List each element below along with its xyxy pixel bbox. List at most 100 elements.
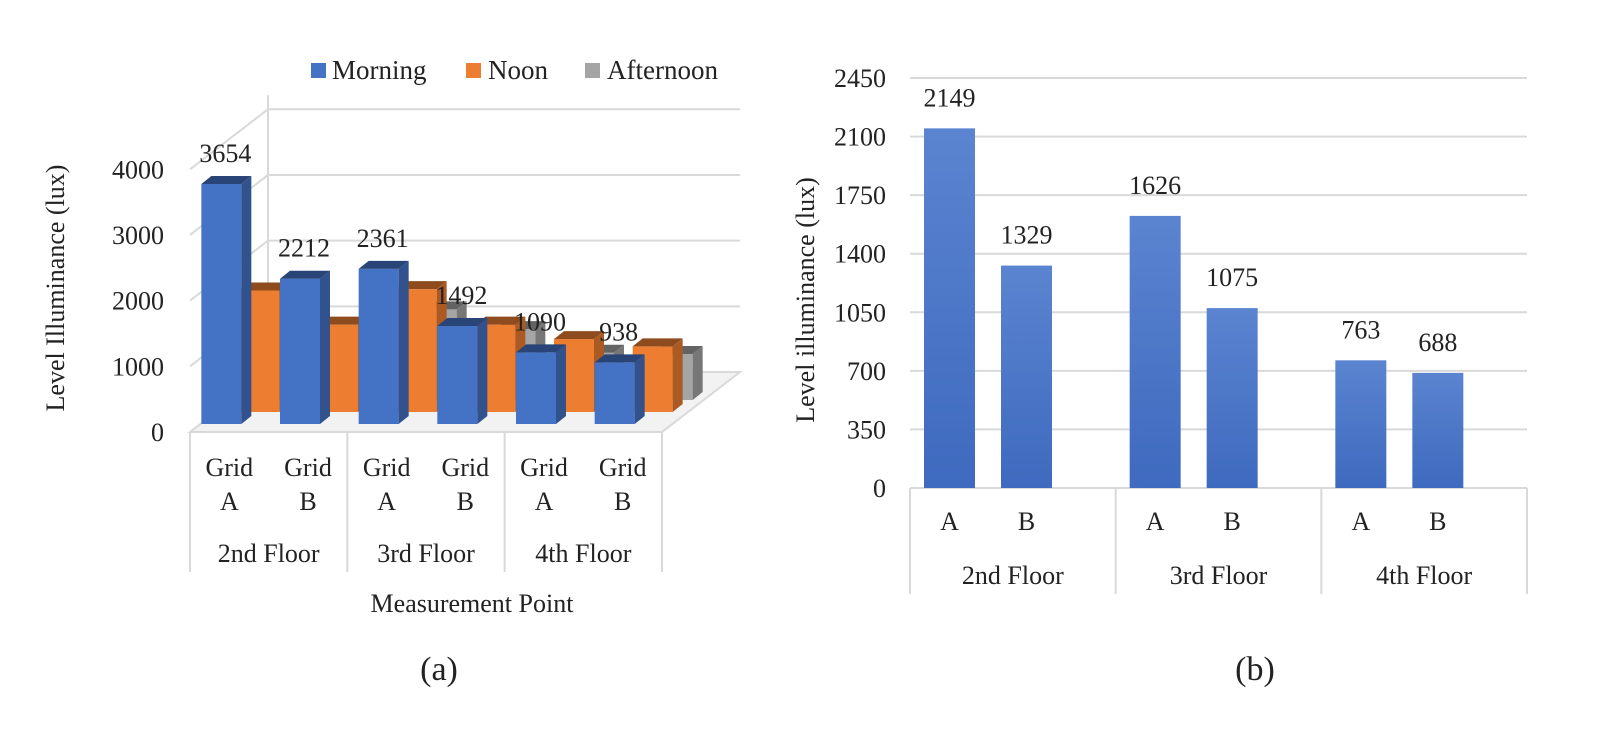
chart-b-y-ticks: 0 350 700 1050 1400 1750 2100 2450 <box>834 64 886 503</box>
y-tick-label: 4000 <box>112 155 164 184</box>
data-label: 3654 <box>199 139 251 168</box>
x-category-line1: Grid <box>284 453 332 482</box>
y-tick-label: 350 <box>847 415 886 444</box>
bar-side-afternoon <box>692 346 703 400</box>
y-tick-label: 1750 <box>834 181 886 210</box>
legend-swatch-afternoon <box>585 63 600 78</box>
chart-b-x-categories: A B A B A B 2nd Floor 3rd Floor 4th Floor <box>909 488 1528 594</box>
data-label: 688 <box>1418 328 1457 357</box>
data-label: 1492 <box>435 281 487 310</box>
x-category-label: A <box>940 507 959 536</box>
x-category-line2: B <box>457 487 474 516</box>
chart-a-x-categories: Grid A Grid B Grid A Grid B Grid A Grid B 2nd Floor 3… <box>189 431 663 572</box>
bar <box>924 128 975 488</box>
chart-b-data-labels: 2149 1329 1626 1075 763 688 <box>924 83 1458 356</box>
x-category-line1: Grid <box>599 453 647 482</box>
x-group-label: 3rd Floor <box>377 539 475 568</box>
bar-top-morning <box>280 270 330 279</box>
x-group-label: 4th Floor <box>1376 561 1472 590</box>
bar-top-morning <box>594 354 645 363</box>
x-category-line2: A <box>220 487 239 516</box>
x-group-label: 2nd Floor <box>962 561 1064 590</box>
y-tick-label: 1000 <box>112 352 164 381</box>
x-category-line2: B <box>614 487 631 516</box>
bar-morning <box>358 268 399 424</box>
chart-a-data-labels: 3654 2212 2361 1492 1090 938 <box>199 139 638 346</box>
y-tick-label: 3000 <box>112 221 164 250</box>
y-tick-label: 0 <box>873 474 886 503</box>
chart-a-bars <box>201 176 703 424</box>
x-category-label: B <box>1223 507 1240 536</box>
y-tick-label: 1400 <box>834 240 886 269</box>
y-tick-label: 2450 <box>834 64 886 93</box>
bar <box>1206 308 1258 488</box>
bar <box>1412 372 1464 488</box>
data-label: 1329 <box>1001 221 1053 250</box>
data-label: 1090 <box>514 307 566 336</box>
data-label: 1075 <box>1206 263 1258 292</box>
bar-top-morning <box>516 344 566 353</box>
bar-top-noon <box>475 316 526 325</box>
y-tick-label: 2000 <box>112 287 164 316</box>
bar-side-noon <box>672 338 683 412</box>
x-category-line2: B <box>299 487 316 516</box>
bar-top-noon <box>396 281 447 290</box>
bar-side-morning <box>320 270 330 424</box>
x-category-label: A <box>1146 507 1165 536</box>
bar-top-morning <box>437 318 488 327</box>
chart-b: 0 350 700 1050 1400 1750 2100 2450 A B A B A B 2nd Fl… <box>791 64 1528 688</box>
chart-a-y-ticks: 0 1000 2000 3000 4000 <box>112 155 164 447</box>
bar-side-morning <box>477 318 488 424</box>
data-label: 2149 <box>924 83 976 112</box>
legend-label-morning: Morning <box>332 55 427 85</box>
bar-side-morning <box>398 260 409 424</box>
bar-top-morning <box>201 176 252 184</box>
x-category-line2: A <box>377 487 396 516</box>
x-category-line1: Grid <box>363 453 411 482</box>
legend-swatch-noon <box>466 63 481 78</box>
bar-side-morning <box>241 176 252 424</box>
chart-b-y-axis-title: Level illuminance (lux) <box>791 177 820 422</box>
x-group-label: 2nd Floor <box>218 539 320 568</box>
bar-morning <box>594 362 635 424</box>
chart-b-bars <box>924 128 1464 489</box>
x-category-line1: Grid <box>441 453 489 482</box>
x-category-label: A <box>1351 507 1370 536</box>
x-category-line1: Grid <box>520 453 568 482</box>
bar-top-morning <box>358 260 409 269</box>
x-group-label: 3rd Floor <box>1170 561 1268 590</box>
data-label: 1626 <box>1129 171 1181 200</box>
data-label: 763 <box>1341 315 1380 344</box>
bar <box>1001 265 1052 488</box>
chart-a-panel-label: (a) <box>420 651 458 688</box>
bar-side-morning <box>556 344 566 424</box>
bar-top-noon <box>554 331 604 340</box>
legend-label-noon: Noon <box>488 55 548 85</box>
bar <box>1335 360 1387 488</box>
data-label: 938 <box>599 317 638 346</box>
bar-morning <box>280 278 320 424</box>
y-tick-label: 0 <box>151 418 164 447</box>
y-tick-label: 700 <box>847 357 886 386</box>
x-category-label: B <box>1018 507 1035 536</box>
bar-top-noon <box>239 282 290 291</box>
x-group-label: 4th Floor <box>535 539 631 568</box>
x-category-label: B <box>1429 507 1446 536</box>
legend: Morning Noon Afternoon <box>311 55 718 85</box>
x-category-line1: Grid <box>205 453 253 482</box>
legend-label-afternoon: Afternoon <box>607 55 718 85</box>
data-label: 2361 <box>357 224 409 253</box>
legend-swatch-morning <box>311 63 326 78</box>
x-category-line2: A <box>535 487 554 516</box>
bar-morning <box>201 184 242 424</box>
chart-a-x-axis-title: Measurement Point <box>371 589 575 618</box>
chart-b-panel-label: (b) <box>1235 651 1275 688</box>
gridline-side <box>189 108 269 171</box>
bar <box>1129 215 1181 489</box>
bar-morning <box>437 326 478 424</box>
bar-top-noon <box>318 316 368 325</box>
data-label: 2212 <box>278 234 330 263</box>
bar-morning <box>516 352 556 424</box>
